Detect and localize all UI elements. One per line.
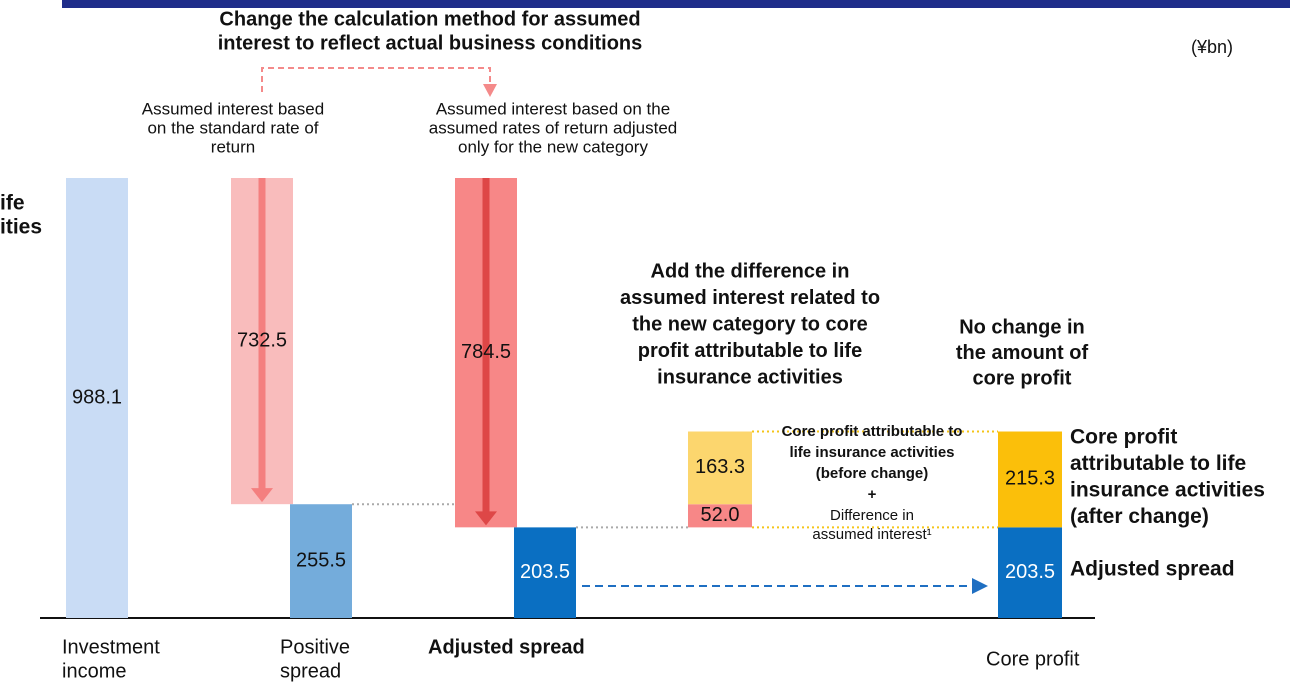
annotation: Add the difference in xyxy=(651,260,850,282)
value-label: 732.5 xyxy=(237,329,287,351)
bar xyxy=(66,178,128,618)
value-label: 215.3 xyxy=(1005,468,1055,490)
right-label: (after change) xyxy=(1070,505,1209,528)
annotation: No change in xyxy=(959,316,1085,338)
box-text: Core profit attributable to xyxy=(782,423,963,440)
left-label: ife xyxy=(0,192,25,215)
value-label: 163.3 xyxy=(695,456,745,478)
category-label: Adjusted spread xyxy=(428,636,585,658)
value-label: 988.1 xyxy=(72,386,122,408)
category-label: Core profit xyxy=(986,648,1080,670)
right-label: insurance activities xyxy=(1070,479,1265,502)
box-text: + xyxy=(868,486,877,503)
bar xyxy=(688,504,752,528)
method-arrow-head xyxy=(483,84,497,97)
spread-arrow-head xyxy=(972,578,988,594)
annotation: the new category to core xyxy=(632,313,868,335)
value-label: 203.5 xyxy=(520,561,570,583)
unit: (¥bn) xyxy=(1191,37,1233,57)
bar xyxy=(290,504,352,618)
box-text: Difference in xyxy=(830,507,914,524)
top-band xyxy=(62,0,1290,8)
method-arrow xyxy=(261,67,491,92)
box-text: life insurance activities xyxy=(789,444,954,461)
box-text: (before change) xyxy=(816,465,929,482)
right-label: attributable to life xyxy=(1070,452,1246,475)
box-text: assumed interest¹ xyxy=(812,526,931,543)
note: Assumed interest based xyxy=(142,99,324,118)
annotation: profit attributable to life xyxy=(638,340,862,362)
note: only for the new category xyxy=(458,137,648,156)
note: Assumed interest based on the xyxy=(436,99,670,118)
down-arrow-head xyxy=(251,488,273,503)
right-label: Core profit xyxy=(1070,426,1177,449)
right-label: Adjusted spread xyxy=(1070,558,1235,581)
note: assumed rates of return adjusted xyxy=(429,118,678,137)
down-arrow-head xyxy=(475,511,497,526)
annotation: the amount of xyxy=(956,342,1089,364)
bar xyxy=(998,527,1062,618)
heading: Change the calculation method for assume… xyxy=(219,8,640,30)
category-label: income xyxy=(62,660,126,682)
left-label: ities xyxy=(0,216,42,239)
heading: interest to reflect actual business cond… xyxy=(218,32,643,54)
category-label: spread xyxy=(280,660,341,682)
category-label: Positive xyxy=(280,636,350,658)
value-label: 52.0 xyxy=(701,504,740,526)
bar xyxy=(688,431,752,505)
bar xyxy=(514,527,576,618)
value-label: 203.5 xyxy=(1005,561,1055,583)
annotation: insurance activities xyxy=(657,366,843,388)
annotation: assumed interest related to xyxy=(620,287,880,309)
value-label: 255.5 xyxy=(296,549,346,571)
note: return xyxy=(211,137,255,156)
value-label: 784.5 xyxy=(461,341,511,363)
category-label: Investment xyxy=(62,636,160,658)
annotation: core profit xyxy=(973,367,1072,389)
bar xyxy=(998,431,1062,528)
note: on the standard rate of xyxy=(147,118,318,137)
